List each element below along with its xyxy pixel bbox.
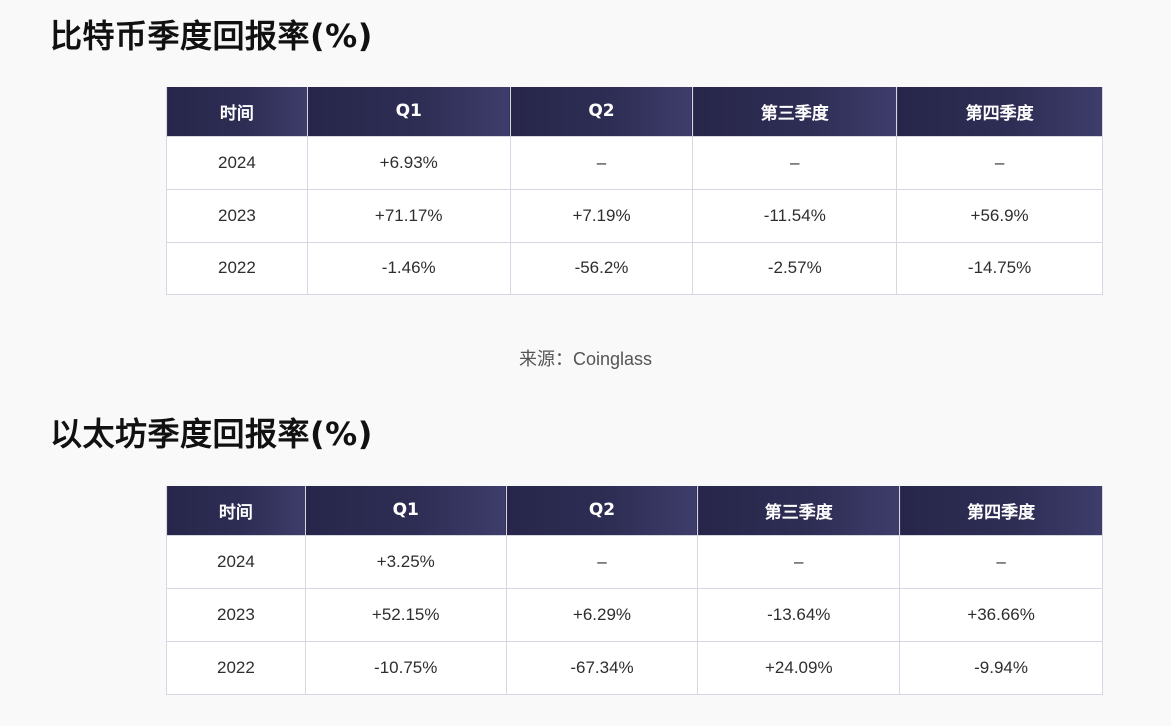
column-header-q4: 第四季度 bbox=[899, 486, 1103, 536]
cell-q3: -11.54% bbox=[692, 188, 898, 243]
cell-year: 2023 bbox=[166, 587, 306, 642]
cell-q3: -2.57% bbox=[692, 241, 898, 295]
cell-year: 2022 bbox=[166, 241, 308, 295]
cell-q2: +7.19% bbox=[509, 188, 694, 243]
cell-q4: – bbox=[896, 135, 1103, 190]
column-header-q1: Q1 bbox=[306, 87, 511, 137]
column-header-q2: Q2 bbox=[505, 486, 699, 536]
cell-q1: -10.75% bbox=[304, 640, 507, 695]
eth-section-title: 以太坊季度回报率(%) bbox=[50, 415, 373, 453]
cell-q3: – bbox=[697, 534, 901, 589]
btc-returns-table: 时间 Q1 Q2 第三季度 第四季度 2024 +6.93% – – – 202… bbox=[166, 87, 1103, 295]
cell-q3: +24.09% bbox=[697, 640, 901, 695]
cell-q3: – bbox=[692, 135, 898, 190]
cell-q4: +36.66% bbox=[899, 587, 1103, 642]
cell-q4: – bbox=[899, 534, 1103, 589]
column-header-time: 时间 bbox=[166, 87, 308, 137]
column-header-q4: 第四季度 bbox=[896, 87, 1103, 137]
cell-q2: +6.29% bbox=[505, 587, 699, 642]
table-header-row: 时间 Q1 Q2 第三季度 第四季度 bbox=[166, 486, 1103, 536]
cell-q1: +52.15% bbox=[304, 587, 507, 642]
column-header-time: 时间 bbox=[166, 486, 306, 536]
cell-q1: +71.17% bbox=[306, 188, 511, 243]
column-header-q1: Q1 bbox=[304, 486, 507, 536]
table-row: 2022 -1.46% -56.2% -2.57% -14.75% bbox=[166, 241, 1103, 295]
cell-q2: – bbox=[505, 534, 699, 589]
cell-q2: -56.2% bbox=[509, 241, 694, 295]
table-row: 2024 +3.25% – – – bbox=[166, 534, 1103, 589]
cell-year: 2024 bbox=[166, 534, 306, 589]
table-row: 2023 +52.15% +6.29% -13.64% +36.66% bbox=[166, 587, 1103, 642]
cell-q3: -13.64% bbox=[697, 587, 901, 642]
cell-q2: -67.34% bbox=[505, 640, 699, 695]
cell-q4: -14.75% bbox=[896, 241, 1103, 295]
cell-year: 2023 bbox=[166, 188, 308, 243]
cell-q1: -1.46% bbox=[306, 241, 511, 295]
cell-year: 2022 bbox=[166, 640, 306, 695]
column-header-q2: Q2 bbox=[509, 87, 694, 137]
table-row: 2024 +6.93% – – – bbox=[166, 135, 1103, 190]
table-header-row: 时间 Q1 Q2 第三季度 第四季度 bbox=[166, 87, 1103, 137]
source-caption: 来源：Coinglass bbox=[518, 349, 653, 369]
column-header-q3: 第三季度 bbox=[692, 87, 898, 137]
table-row: 2023 +71.17% +7.19% -11.54% +56.9% bbox=[166, 188, 1103, 243]
cell-q4: +56.9% bbox=[896, 188, 1103, 243]
cell-q1: +6.93% bbox=[306, 135, 511, 190]
cell-year: 2024 bbox=[166, 135, 308, 190]
btc-section-title: 比特币季度回报率(%) bbox=[50, 17, 373, 55]
cell-q1: +3.25% bbox=[304, 534, 507, 589]
column-header-q3: 第三季度 bbox=[697, 486, 901, 536]
eth-returns-table: 时间 Q1 Q2 第三季度 第四季度 2024 +3.25% – – – 202… bbox=[166, 486, 1103, 695]
table-row: 2022 -10.75% -67.34% +24.09% -9.94% bbox=[166, 640, 1103, 695]
cell-q2: – bbox=[509, 135, 694, 190]
cell-q4: -9.94% bbox=[899, 640, 1103, 695]
